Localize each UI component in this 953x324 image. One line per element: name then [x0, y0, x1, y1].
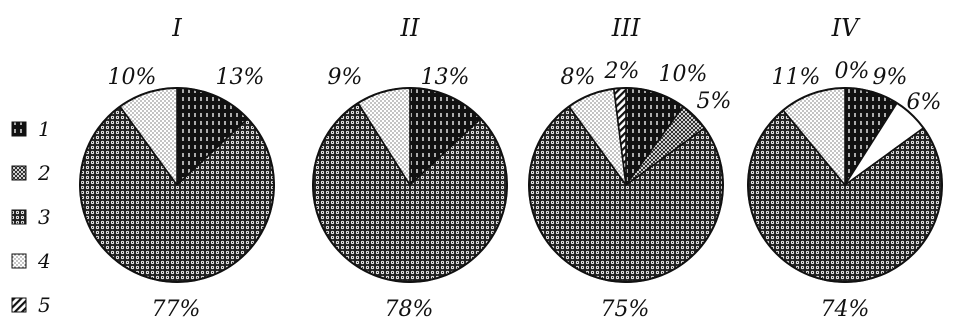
legend-label-2: 2 [37, 161, 51, 185]
pie-4-label-4: 74% [821, 297, 870, 322]
legend-swatch-5 [11, 297, 27, 313]
pie-1-label-1: 13% [216, 65, 265, 90]
pie-4-label-5: 11% [772, 65, 821, 90]
legend-entry-2: 2 [11, 161, 51, 185]
pie-1: I 13% 77% 10% [79, 14, 275, 322]
pie-2-label-2: 78% [385, 297, 434, 322]
legend-entry-5: 5 [11, 293, 51, 317]
pie-2-label-3: 9% [328, 65, 363, 90]
legend: 1 2 3 4 5 [11, 117, 51, 317]
pie-3-label-2: 5% [697, 89, 732, 114]
pie-title-4: IV [831, 14, 861, 42]
pie-2-outline [312, 87, 508, 283]
pie-title-1: I [171, 14, 182, 42]
pie-3-outline [528, 87, 724, 283]
legend-label-4: 4 [37, 249, 51, 273]
pie-3-label-5: 2% [604, 59, 640, 84]
pie-3-label-1: 10% [659, 62, 708, 87]
pie-1-outline [79, 87, 275, 283]
legend-label-1: 1 [38, 117, 51, 141]
pie-title-3: III [611, 14, 641, 42]
pie-4-label-2: 9% [873, 65, 908, 90]
legend-swatch-4 [11, 253, 27, 269]
legend-label-5: 5 [38, 293, 51, 317]
pie-4-label-1: 0% [835, 59, 870, 84]
legend-swatch-2 [11, 165, 27, 181]
pie-4-outline [747, 87, 943, 283]
pie-4: IV 0% 9%6% 74% 11% [747, 14, 943, 322]
pie-1-label-3: 10% [108, 65, 157, 90]
pie-1-label-2: 77% [152, 297, 201, 322]
legend-swatch-1 [11, 121, 27, 137]
pie-title-2: II [400, 14, 420, 42]
pie-2-label-1: 13% [421, 65, 470, 90]
pie-3: III 10%5% 75% 8% 2% [528, 14, 732, 322]
pie-3-label-3: 75% [601, 297, 650, 322]
legend-label-3: 3 [38, 205, 51, 229]
legend-entry-1: 1 [11, 117, 51, 141]
legend-entry-4: 4 [11, 249, 51, 273]
pie-4-label-3: 6% [907, 90, 942, 115]
legend-swatch-3 [11, 209, 27, 225]
legend-entry-3: 3 [11, 205, 51, 229]
pie-3-label-4: 8% [561, 65, 596, 90]
